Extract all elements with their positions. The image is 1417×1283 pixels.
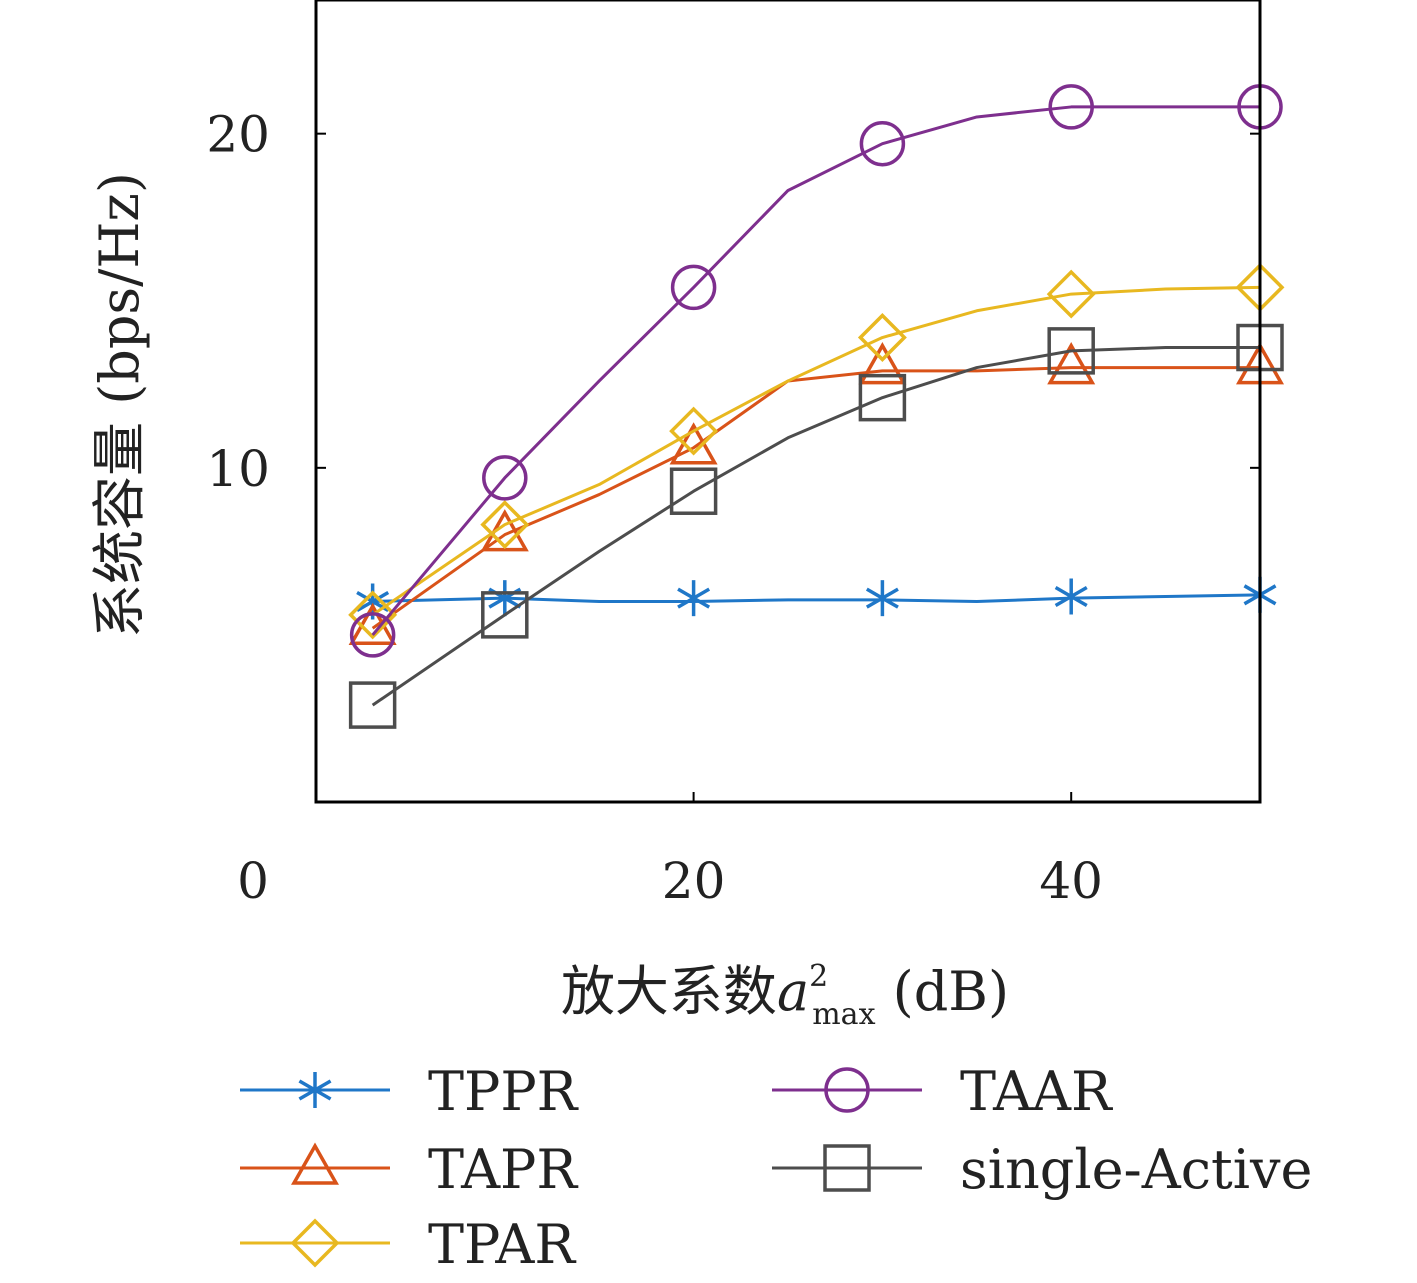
square-marker — [481, 591, 529, 639]
plot-frame — [314, 0, 1262, 804]
circle-marker — [1048, 84, 1094, 130]
y-axis-title: 系统容量 (bps/Hz) — [88, 172, 151, 638]
legend-diamond-marker — [290, 1218, 340, 1268]
y-tick-label: 20 — [206, 106, 270, 164]
series-line — [371, 105, 1260, 636]
legend-item-taar: TAAR — [772, 1060, 1113, 1123]
plot-area — [348, 84, 1285, 729]
series-single-active — [348, 323, 1284, 729]
diamond-marker — [480, 500, 530, 550]
diamond-marker — [1046, 269, 1096, 319]
legend-label: TPAR — [428, 1213, 576, 1276]
series-line — [372, 593, 1261, 603]
x-tick-label: 40 — [1039, 852, 1103, 910]
x-tick-label: 0 — [237, 852, 269, 910]
legend-item-single-active: single-Active — [772, 1138, 1312, 1201]
square-marker — [858, 373, 907, 422]
series-taar — [349, 84, 1283, 658]
square-marker — [669, 467, 718, 515]
diamond-marker — [348, 590, 398, 640]
legend-circle-marker — [824, 1067, 870, 1113]
circle-marker — [482, 455, 528, 501]
asterisk-marker — [677, 580, 711, 617]
asterisk-marker — [1054, 578, 1088, 615]
circle-marker — [349, 612, 396, 658]
legend-item-tapr: TAPR — [240, 1138, 578, 1201]
square-marker — [348, 681, 397, 729]
x-tick-label: 20 — [662, 852, 726, 910]
diamond-marker — [857, 313, 907, 362]
legend-triangle-marker — [290, 1142, 340, 1185]
series-line — [371, 285, 1261, 617]
legend: TPPR TAPR TPAR TAAR single-Active — [240, 1060, 1312, 1276]
series-tpar — [348, 262, 1285, 640]
legend-label: TAAR — [960, 1060, 1113, 1123]
diamond-marker — [669, 406, 719, 456]
series-line — [371, 346, 1260, 707]
asterisk-marker — [865, 580, 899, 617]
legend-asterisk-marker — [298, 1072, 332, 1108]
triangle-marker — [858, 342, 907, 385]
x-axis-title: 放大系数a2 max (dB) — [561, 959, 1009, 1032]
legend-item-tppr: TPPR — [240, 1060, 579, 1123]
legend-label: TPPR — [428, 1060, 579, 1123]
circle-marker — [670, 264, 717, 311]
y-tick-label: 10 — [206, 440, 270, 498]
axes: 10 20 0 20 40 — [206, 0, 1262, 910]
series-tppr — [356, 576, 1277, 620]
square-marker — [1047, 327, 1095, 375]
legend-label: TAPR — [428, 1138, 578, 1201]
legend-item-tpar: TPAR — [240, 1213, 576, 1276]
legend-square-marker — [823, 1144, 871, 1192]
circle-marker — [859, 120, 906, 167]
legend-label: single-Active — [960, 1138, 1312, 1201]
series-line — [371, 366, 1260, 630]
triangle-marker — [1047, 342, 1096, 385]
